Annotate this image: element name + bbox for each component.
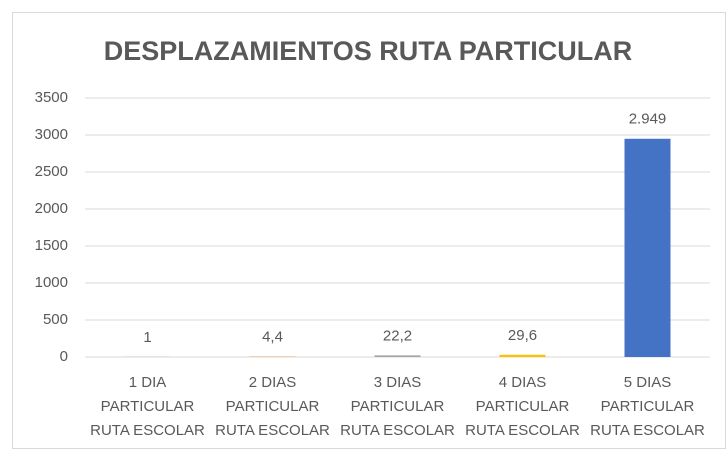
- bar: [624, 138, 671, 357]
- bar: [374, 355, 421, 357]
- y-tick-label: 500: [43, 311, 68, 328]
- x-tick-label: PARTICULAR: [476, 398, 570, 415]
- data-label: 2.949: [629, 111, 667, 128]
- y-tick-label: 1000: [35, 274, 68, 291]
- y-tick-label: 2000: [35, 200, 68, 217]
- data-label: 4,4: [262, 329, 283, 346]
- data-label: 22,2: [383, 327, 412, 344]
- x-tick-label: RUTA ESCOLAR: [340, 422, 455, 439]
- y-tick-label: 0: [60, 348, 68, 365]
- x-tick-label: PARTICULAR: [101, 398, 195, 415]
- data-label: 29,6: [508, 327, 537, 344]
- x-tick-label: 5 DIAS: [624, 374, 672, 391]
- bar: [499, 354, 546, 357]
- x-tick-label: PARTICULAR: [601, 398, 695, 415]
- y-tick-label: 1500: [35, 237, 68, 254]
- data-label: 1: [143, 329, 151, 346]
- chart-title: DESPLAZAMIENTOS RUTA PARTICULAR: [104, 36, 633, 66]
- x-tick-label: PARTICULAR: [351, 398, 445, 415]
- y-tick-label: 3500: [35, 89, 68, 106]
- y-tick-label: 3000: [35, 126, 68, 143]
- chart-border: [12, 12, 726, 449]
- y-tick-label: 2500: [35, 163, 68, 180]
- x-tick-label: RUTA ESCOLAR: [590, 422, 705, 439]
- x-tick-label: 3 DIAS: [374, 374, 422, 391]
- x-tick-label: PARTICULAR: [226, 398, 320, 415]
- x-tick-label: 1 DIA: [129, 374, 167, 391]
- x-tick-label: RUTA ESCOLAR: [90, 422, 205, 439]
- x-tick-label: RUTA ESCOLAR: [215, 422, 330, 439]
- x-tick-label: 2 DIAS: [249, 374, 297, 391]
- x-tick-label: 4 DIAS: [499, 374, 547, 391]
- x-tick-label: RUTA ESCOLAR: [465, 422, 580, 439]
